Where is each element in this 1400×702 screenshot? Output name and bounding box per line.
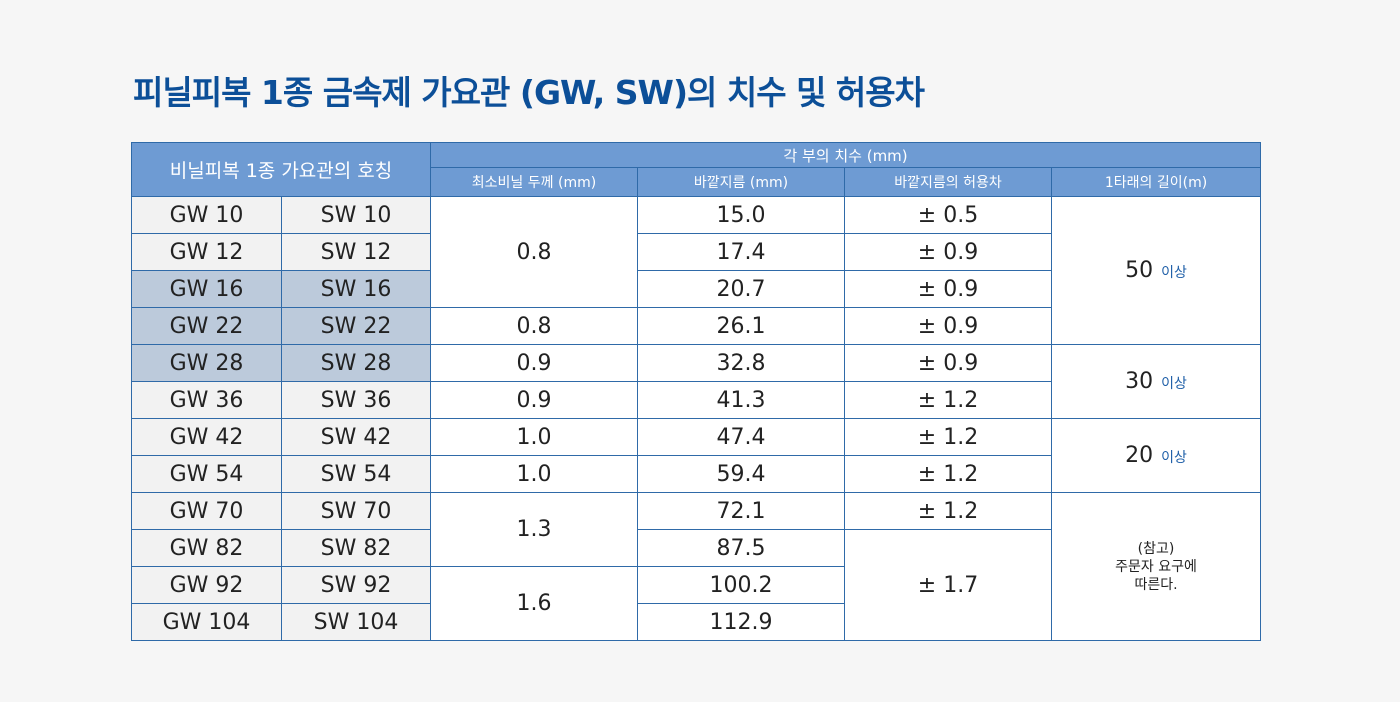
sw-name-cell: SW 82 — [281, 529, 431, 567]
table-row: GW 16 SW 16 20.7 ± 0.9 — [131, 270, 1261, 308]
tolerance-cell: ± 0.9 — [844, 307, 1052, 345]
diameter-cell: 87.5 — [637, 529, 845, 567]
length-note-line: 주문자 요구에 — [1115, 558, 1197, 575]
gw-name-cell: GW 104 — [131, 603, 282, 641]
table-row: GW 28 SW 28 0.9 32.8 ± 0.9 30 이상 — [131, 344, 1262, 419]
length-note-line: (참고) — [1137, 540, 1175, 557]
thickness-cell: 1.0 — [430, 418, 638, 456]
sw-name-cell: SW 54 — [281, 455, 431, 493]
table-row: GW 22 SW 22 0.8 26.1 ± 0.9 — [131, 307, 1261, 345]
tolerance-cell: ± 1.2 — [844, 492, 1052, 530]
table-row: GW 92 SW 92 1.6 100.2 — [131, 566, 1261, 641]
thickness-cell: 1.0 — [430, 455, 638, 493]
gw-name-cell: GW 70 — [131, 492, 282, 530]
tolerance-cell: ± 1.2 — [844, 418, 1052, 456]
sw-name-cell: SW 22 — [281, 307, 431, 345]
diameter-cell: 100.2 — [637, 566, 845, 604]
table-row: GW 10 SW 10 0.8 15.0 ± 0.5 50 이상 — [131, 196, 1262, 345]
thickness-cell: 0.8 — [430, 307, 638, 345]
diameter-cell: 17.4 — [637, 233, 845, 271]
sw-name-cell: SW 16 — [281, 270, 431, 308]
diameter-cell: 59.4 — [637, 455, 845, 493]
diameter-cell: 112.9 — [637, 603, 845, 641]
gw-name-cell: GW 82 — [131, 529, 282, 567]
diameter-cell: 20.7 — [637, 270, 845, 308]
gw-name-cell: GW 92 — [131, 566, 282, 604]
header-dimension-group: 각 부의 치수 (mm) — [429, 142, 1262, 168]
tolerance-cell: ± 1.2 — [844, 381, 1052, 419]
length-note-cell: (참고) 주문자 요구에 따른다. — [1050, 492, 1262, 641]
dimension-table: 비닐피복 1종 가요관의 호칭 각 부의 치수 (mm) 최소비닐 두께 (mm… — [131, 142, 1262, 641]
diameter-cell: 47.4 — [637, 418, 845, 456]
table-row: GW 70 SW 70 1.3 72.1 ± 1.2 (참고) 주문자 요구에 … — [131, 492, 1262, 641]
thickness-cell: 1.3 — [430, 492, 638, 567]
length-value: 50 — [1125, 258, 1154, 283]
page-title: 피닐피복 1종 금속제 가요관 (GW, SW)의 치수 및 허용차 — [133, 73, 925, 112]
length-value: 30 — [1125, 369, 1154, 394]
length-cell: 50 이상 — [1050, 196, 1262, 345]
thickness-cell: 0.9 — [430, 344, 638, 382]
diameter-cell: 72.1 — [637, 492, 845, 530]
diameter-cell: 32.8 — [637, 344, 845, 382]
length-note-line: 따른다. — [1134, 576, 1178, 593]
gw-name-cell: GW 54 — [131, 455, 282, 493]
gw-name-cell: GW 28 — [131, 344, 282, 382]
sw-name-cell: SW 70 — [281, 492, 431, 530]
diameter-cell: 41.3 — [637, 381, 845, 419]
header-tolerance: 바깥지름의 허용차 — [844, 167, 1052, 197]
header-length: 1타래의 길이(m) — [1050, 167, 1262, 197]
gw-name-cell: GW 36 — [131, 381, 282, 419]
table-row: GW 104 SW 104 112.9 — [131, 603, 1261, 641]
tolerance-cell: ± 0.9 — [844, 270, 1052, 308]
sw-name-cell: SW 36 — [281, 381, 431, 419]
thickness-cell: 0.9 — [430, 381, 638, 419]
tolerance-cell: ± 1.7 — [844, 529, 1052, 641]
gw-name-cell: GW 12 — [131, 233, 282, 271]
header-outer-diameter: 바깥지름 (mm) — [637, 167, 845, 197]
sw-name-cell: SW 10 — [281, 196, 431, 234]
table-row: GW 82 SW 82 87.5 ± 1.7 — [131, 529, 1261, 641]
diameter-cell: 15.0 — [637, 196, 845, 234]
length-cell: 30 이상 — [1050, 344, 1262, 419]
tolerance-cell: ± 0.9 — [844, 233, 1052, 271]
gw-name-cell: GW 22 — [131, 307, 282, 345]
header-name-col: 비닐피복 1종 가요관의 호칭 — [131, 142, 431, 197]
tolerance-cell: ± 1.2 — [844, 455, 1052, 493]
length-suffix: 이상 — [1161, 450, 1187, 466]
tolerance-cell: ± 0.5 — [844, 196, 1052, 234]
table-row: GW 12 SW 12 17.4 ± 0.9 — [131, 233, 1261, 271]
length-value: 20 — [1125, 443, 1154, 468]
gw-name-cell: GW 10 — [131, 196, 282, 234]
length-suffix: 이상 — [1161, 265, 1187, 281]
header-thickness: 최소비닐 두께 (mm) — [430, 167, 638, 197]
sw-name-cell: SW 92 — [281, 566, 431, 604]
sw-name-cell: SW 42 — [281, 418, 431, 456]
length-suffix: 이상 — [1161, 376, 1187, 392]
tolerance-cell: ± 0.9 — [844, 344, 1052, 382]
thickness-cell: 1.6 — [430, 566, 638, 641]
length-cell: 20 이상 — [1050, 418, 1262, 493]
table-row: GW 42 SW 42 1.0 47.4 ± 1.2 20 이상 — [131, 418, 1262, 493]
table-row: GW 54 SW 54 1.0 59.4 ± 1.2 — [131, 455, 1261, 493]
sw-name-cell: SW 12 — [281, 233, 431, 271]
sw-name-cell: SW 28 — [281, 344, 431, 382]
diameter-cell: 26.1 — [637, 307, 845, 345]
thickness-cell: 0.8 — [430, 196, 638, 308]
gw-name-cell: GW 16 — [131, 270, 282, 308]
sw-name-cell: SW 104 — [281, 603, 431, 641]
gw-name-cell: GW 42 — [131, 418, 282, 456]
